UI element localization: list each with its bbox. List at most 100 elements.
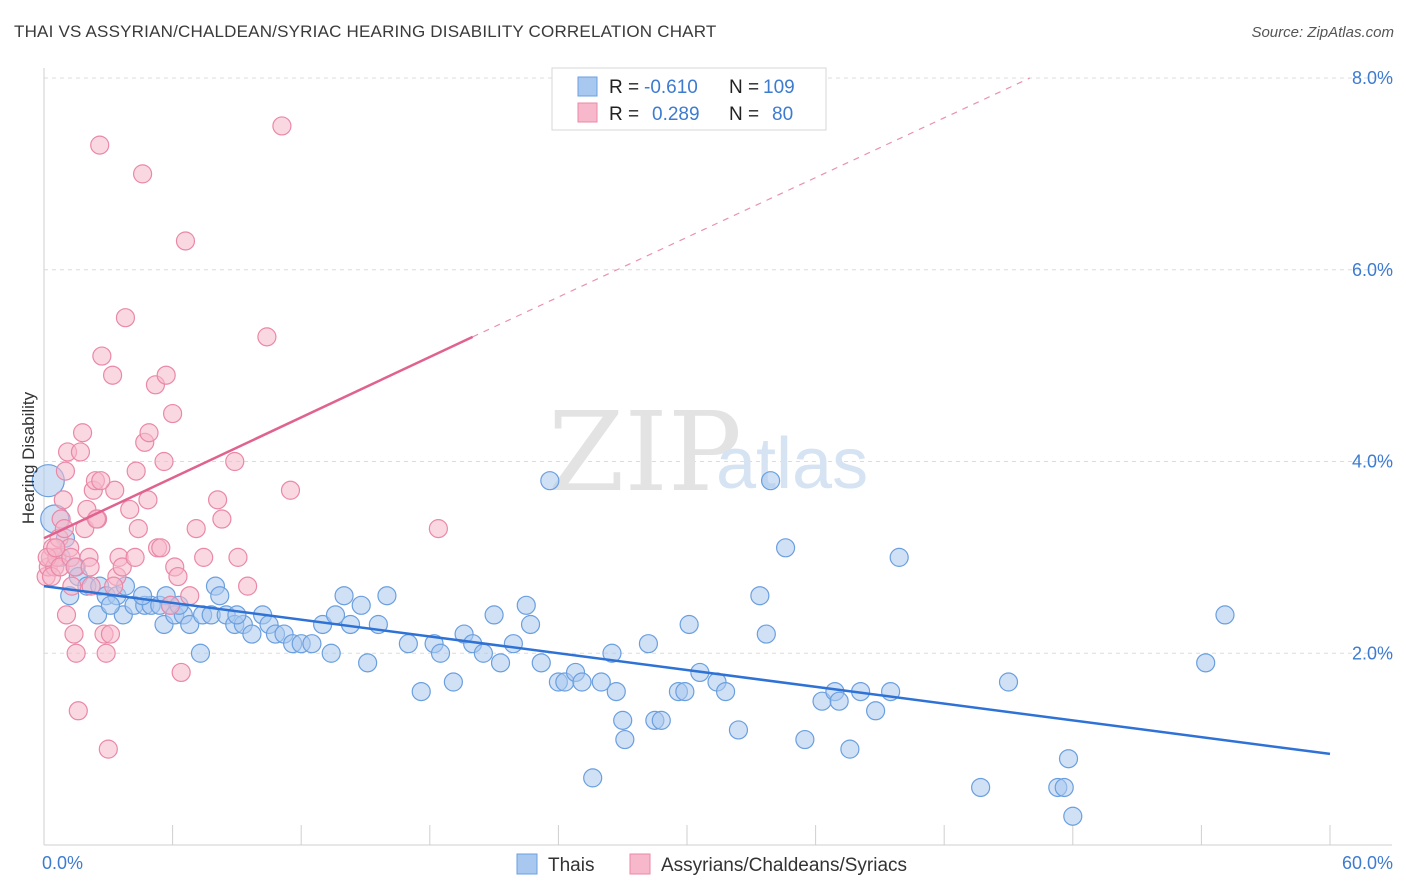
assyrian-point: [72, 423, 93, 443]
assyrian-point: [163, 403, 183, 424]
legend-n-value-assyrians: 80: [772, 104, 793, 125]
assyrian-point: [156, 365, 176, 385]
thai-point: [756, 624, 776, 644]
thai-point: [1215, 605, 1235, 625]
assyrian-point: [225, 451, 245, 472]
thai-point: [411, 681, 431, 702]
assyrian-point: [112, 557, 132, 577]
thai-point: [795, 729, 815, 750]
legend-r-value-assyrians: 0.289: [652, 104, 700, 125]
assyrian-point: [56, 605, 77, 625]
assyrian-point: [105, 480, 125, 500]
thai-point: [484, 605, 504, 625]
assyrian-point: [62, 576, 82, 596]
thai-point: [866, 701, 886, 721]
trendline-assyrians: [43, 335, 474, 540]
assyrian-point: [46, 538, 66, 558]
trendlines: [43, 77, 1331, 756]
thai-point: [190, 643, 211, 663]
assyrian-point: [91, 471, 111, 491]
axes: [43, 68, 1392, 846]
thai-point: [971, 777, 991, 798]
thai-point: [775, 538, 796, 558]
thai-point: [227, 605, 247, 625]
assyrian-point: [96, 643, 116, 663]
watermark-zip: ZIP: [548, 388, 742, 516]
thai-point: [180, 614, 200, 635]
thai-point: [430, 643, 451, 663]
thai-point: [615, 729, 635, 750]
chart-title: THAI VS ASSYRIAN/CHALDEAN/SYRIAC HEARING…: [14, 22, 717, 41]
thai-point: [321, 643, 341, 663]
thai-point: [889, 547, 909, 567]
series-legend: Thais Assyrians/Chaldeans/Syriacs: [516, 853, 907, 876]
assyrian-point: [139, 423, 159, 443]
assyrian-point: [175, 231, 196, 251]
y-tick-label-3: 8.0%: [1352, 68, 1393, 88]
thai-point: [1054, 777, 1074, 798]
assyrian-point: [104, 576, 124, 596]
assyrian-point: [55, 461, 76, 481]
legend-n-label-thais: N =: [729, 77, 759, 98]
series-assyrians: [36, 116, 448, 759]
watermark-atlas: atlas: [716, 424, 868, 504]
assyrian-point: [80, 557, 100, 577]
assyrian-point: [154, 451, 174, 472]
thai-point: [606, 681, 626, 702]
assyrian-point: [126, 461, 146, 481]
thai-point: [516, 595, 536, 615]
assyrian-point: [194, 547, 214, 567]
thai-point: [572, 672, 592, 692]
assyrian-point: [160, 595, 181, 615]
thai-point: [520, 614, 541, 635]
legend-n-value-thais: 109: [763, 77, 795, 98]
legend-r-label-assyrians: R =: [609, 104, 639, 125]
thai-point: [87, 605, 108, 625]
thai-point: [651, 710, 671, 730]
assyrian-point: [257, 327, 277, 347]
assyrian-point: [132, 164, 153, 184]
thai-point: [503, 634, 523, 654]
thai-point: [132, 586, 153, 606]
chart-source: Source: ZipAtlas.com: [1251, 24, 1394, 41]
y-tick-labels: 2.0% 4.0% 6.0% 8.0%: [1352, 68, 1393, 663]
watermark: ZIP atlas: [548, 388, 868, 516]
legend-r-value-thais: -0.610: [644, 77, 698, 98]
assyrian-point: [100, 624, 121, 644]
assyrian-point: [115, 308, 136, 328]
legend-r-label-thais: R =: [609, 77, 639, 98]
assyrian-point: [168, 566, 188, 587]
thai-point: [443, 672, 463, 692]
thai-point: [242, 624, 262, 644]
thai-point: [728, 720, 749, 740]
thai-point: [334, 586, 354, 606]
bottom-legend-thais: Thais: [548, 855, 594, 876]
thai-point: [679, 614, 699, 635]
thai-point: [760, 471, 781, 491]
gridlines: [44, 77, 1392, 654]
legend-swatch-thais: [577, 76, 598, 97]
thai-point: [829, 691, 849, 711]
x-tick-label-min: 0.0%: [42, 853, 83, 873]
assyrian-point: [120, 499, 140, 520]
assyrian-point: [128, 519, 148, 539]
assyrian-point: [180, 586, 200, 606]
assyrian-point: [68, 701, 88, 721]
thai-point: [602, 643, 622, 663]
assyrian-point: [272, 116, 292, 136]
assyrian-point: [212, 509, 232, 529]
assyrian-point: [138, 490, 158, 510]
assyrian-point: [64, 624, 84, 644]
thai-point: [398, 634, 418, 654]
thai-point: [210, 586, 230, 606]
bottom-legend-swatch-thais: [516, 853, 538, 875]
thai-point: [613, 710, 633, 730]
thai-point: [840, 739, 860, 759]
thai-point: [377, 586, 397, 606]
bottom-legend-assyrians: Assyrians/Chaldeans/Syriacs: [661, 855, 907, 876]
assyrian-point: [53, 490, 73, 510]
assyrian-point: [171, 662, 191, 683]
assyrian-point: [208, 490, 228, 510]
thai-point: [591, 672, 611, 692]
